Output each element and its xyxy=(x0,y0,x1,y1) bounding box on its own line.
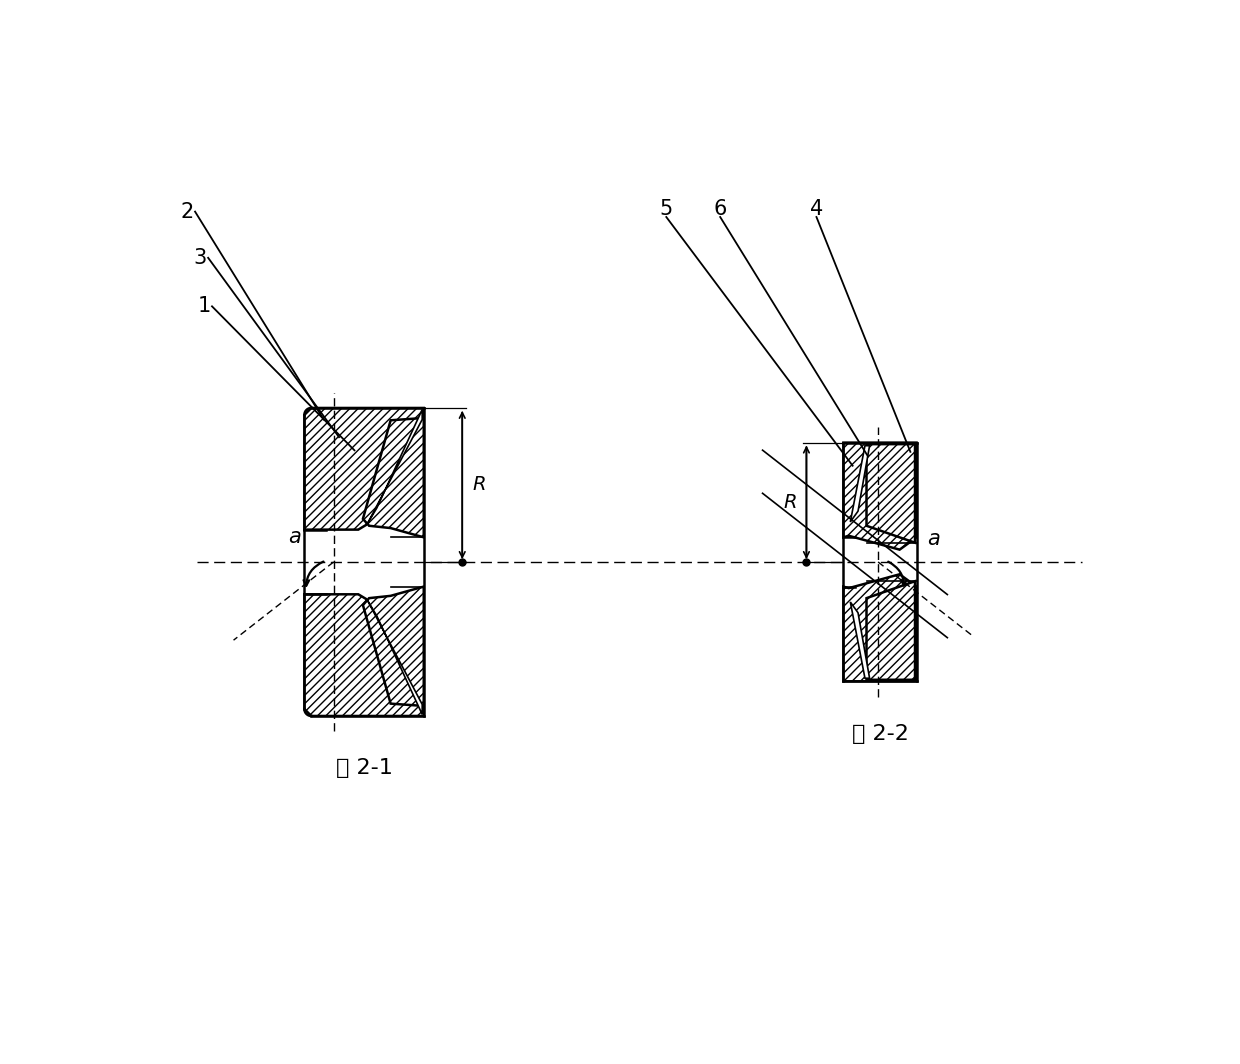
Text: $a$: $a$ xyxy=(289,528,301,547)
Polygon shape xyxy=(851,446,869,522)
Polygon shape xyxy=(363,418,424,537)
Polygon shape xyxy=(843,443,916,550)
Polygon shape xyxy=(867,444,915,543)
Text: 4: 4 xyxy=(810,199,823,219)
Polygon shape xyxy=(367,600,422,714)
Polygon shape xyxy=(867,581,915,680)
Text: 6: 6 xyxy=(713,199,727,219)
Polygon shape xyxy=(367,410,422,523)
Text: 5: 5 xyxy=(660,199,673,219)
Text: 图 2-2: 图 2-2 xyxy=(852,724,909,744)
Polygon shape xyxy=(304,595,424,716)
Text: 3: 3 xyxy=(193,248,207,268)
Text: 1: 1 xyxy=(197,296,211,316)
Text: $a$: $a$ xyxy=(926,529,940,549)
Polygon shape xyxy=(363,586,424,705)
Text: 2: 2 xyxy=(181,201,193,221)
Text: $R$: $R$ xyxy=(472,476,486,495)
Polygon shape xyxy=(304,408,424,530)
Text: $R$: $R$ xyxy=(782,493,796,512)
Polygon shape xyxy=(843,575,916,681)
Text: 图 2-1: 图 2-1 xyxy=(336,759,393,778)
Polygon shape xyxy=(851,602,869,678)
